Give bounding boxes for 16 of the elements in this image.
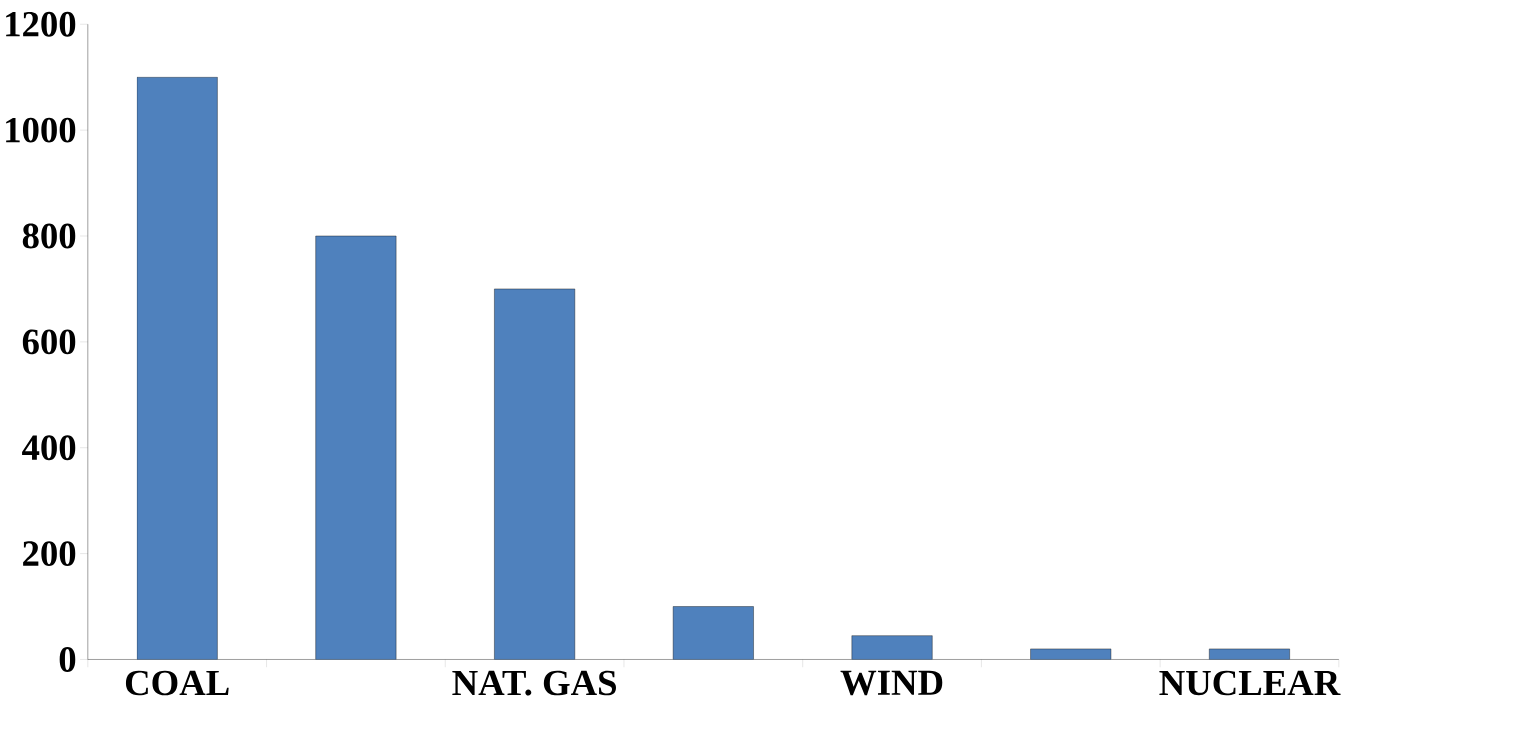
bar: [673, 606, 754, 660]
x-tick-label: WIND: [840, 670, 943, 696]
x-tick-label: NAT. GAS: [452, 670, 616, 696]
y-tick-label: 800: [22, 223, 76, 249]
y-tick-label: 400: [22, 435, 76, 461]
bar: [494, 288, 575, 660]
y-tick-label: 0: [59, 646, 76, 672]
y-tick-label: 600: [22, 329, 76, 355]
bar: [315, 235, 397, 660]
x-tick-label: NUCLEAR: [1159, 670, 1341, 696]
y-tick-label: 1200: [6, 11, 76, 37]
x-tick-label: COAL: [125, 670, 229, 696]
y-tick-label: 1000: [6, 117, 76, 143]
y-tick-label: 200: [23, 541, 76, 566]
bar: [851, 635, 933, 660]
bar: [136, 77, 218, 660]
